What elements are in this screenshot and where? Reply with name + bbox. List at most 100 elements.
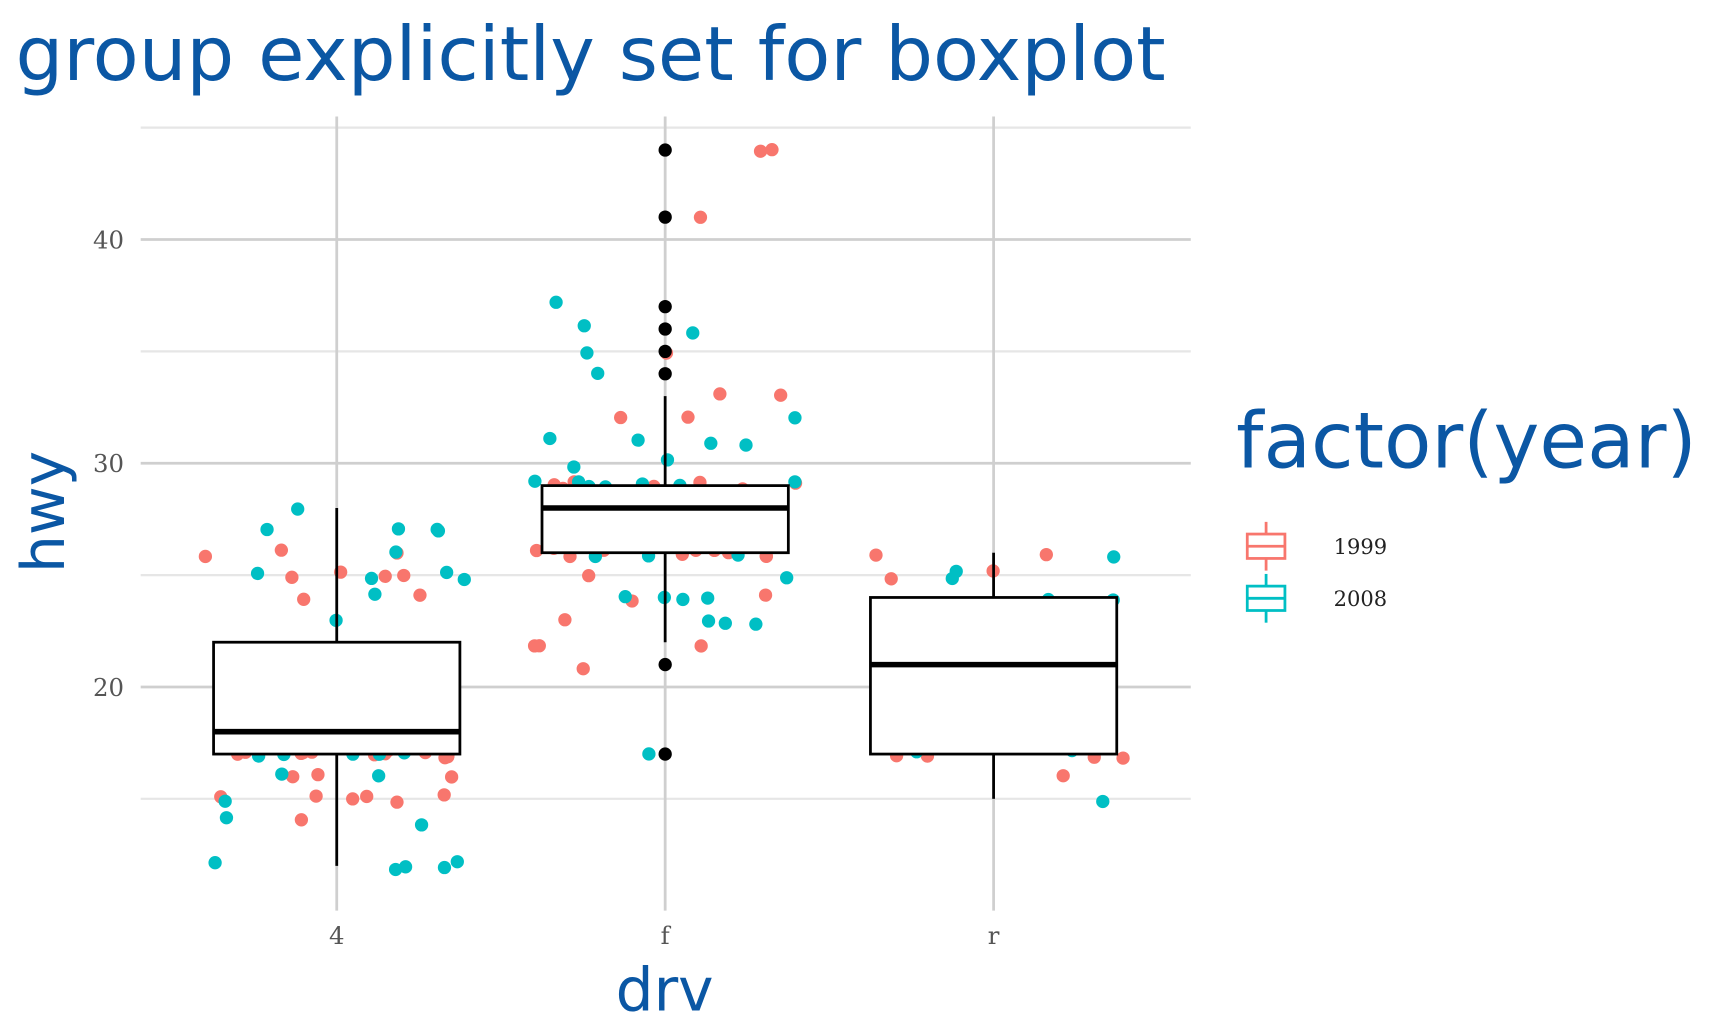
point: [311, 767, 325, 782]
point: [372, 769, 386, 783]
point: [291, 502, 305, 516]
y-tick-label: 40: [93, 225, 124, 254]
outlier: [658, 747, 672, 761]
point: [260, 522, 274, 537]
point: [576, 662, 590, 676]
point: [437, 860, 452, 875]
point: [431, 524, 446, 538]
point: [529, 543, 544, 558]
y-axis-title: hwy: [9, 451, 79, 573]
point: [378, 569, 392, 583]
point: [437, 788, 451, 802]
legend-title: factor(year): [1236, 397, 1697, 487]
point: [577, 319, 591, 333]
point: [713, 387, 727, 401]
point: [631, 433, 645, 447]
point: [368, 587, 382, 601]
point: [389, 545, 403, 559]
point: [676, 592, 690, 607]
point: [391, 522, 406, 536]
box: [869, 596, 1119, 756]
point: [704, 436, 718, 450]
point: [444, 770, 459, 784]
point: [739, 438, 753, 452]
point: [390, 795, 404, 809]
y-tick-label: 30: [93, 449, 124, 478]
point: [414, 818, 429, 832]
point: [364, 571, 379, 586]
point: [285, 570, 299, 584]
point: [1056, 769, 1070, 783]
legend-label: 1999: [1334, 534, 1388, 559]
legend-label: 2008: [1334, 586, 1388, 611]
point: [198, 549, 213, 564]
point: [1107, 550, 1121, 564]
point: [774, 388, 788, 402]
point: [360, 789, 374, 804]
point: [558, 613, 572, 627]
x-tick-label: f: [661, 921, 672, 950]
point: [749, 617, 763, 631]
x-tick-label: 4: [329, 921, 345, 950]
point: [642, 747, 656, 761]
point: [457, 572, 471, 587]
outlier: [658, 322, 672, 336]
point: [250, 566, 265, 581]
point: [1116, 751, 1130, 765]
point: [701, 614, 716, 628]
point: [549, 295, 563, 309]
x-axis-title: drv: [616, 955, 714, 1025]
point: [219, 811, 234, 825]
point: [397, 568, 411, 583]
point: [701, 591, 715, 605]
point: [580, 346, 594, 360]
point: [693, 210, 708, 224]
x-tick-label: r: [988, 921, 1000, 950]
point: [398, 860, 413, 874]
point: [788, 475, 802, 489]
point: [294, 813, 309, 827]
point: [275, 767, 289, 781]
point: [208, 856, 222, 870]
outlier: [658, 657, 672, 672]
point: [543, 431, 557, 446]
point: [686, 326, 700, 340]
point: [618, 589, 632, 604]
outlier: [658, 143, 672, 157]
box: [540, 484, 790, 555]
point: [528, 474, 542, 488]
outlier: [658, 344, 672, 359]
point: [614, 410, 628, 425]
point: [218, 794, 232, 808]
point: [1039, 547, 1053, 562]
point: [346, 792, 360, 806]
point: [286, 770, 300, 784]
point: [765, 143, 779, 157]
point: [591, 366, 605, 381]
point: [884, 572, 898, 586]
point: [388, 862, 403, 877]
outlier: [658, 210, 672, 224]
point: [309, 789, 323, 803]
point: [297, 592, 311, 606]
outlier: [658, 367, 672, 381]
point: [788, 411, 802, 425]
point: [274, 543, 289, 557]
point: [681, 410, 695, 424]
point: [718, 616, 732, 630]
point: [753, 144, 768, 158]
point: [532, 639, 546, 653]
point: [450, 855, 464, 869]
point: [440, 565, 454, 580]
point: [582, 569, 596, 583]
point: [945, 571, 959, 586]
outlier: [658, 299, 672, 314]
point: [780, 571, 794, 585]
point: [1096, 794, 1110, 809]
y-tick-label: 20: [93, 673, 124, 702]
point: [694, 639, 708, 653]
point: [660, 453, 675, 467]
point: [567, 460, 581, 474]
point: [869, 548, 883, 562]
